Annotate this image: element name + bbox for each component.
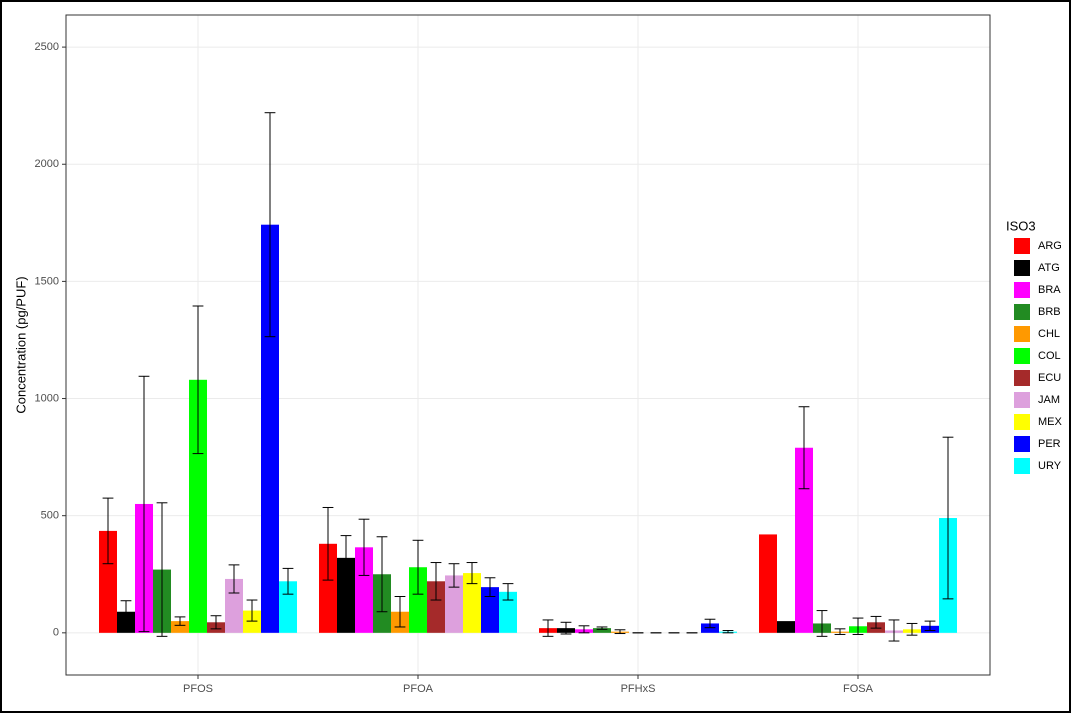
legend-label: BRA <box>1038 284 1061 296</box>
error-bar <box>502 583 514 601</box>
bar <box>427 581 445 633</box>
error-bar <box>264 112 276 338</box>
y-tick-label: 1500 <box>35 275 59 287</box>
bar <box>99 530 117 633</box>
error-bar <box>798 406 810 490</box>
error-bar <box>246 599 258 622</box>
y-tick-label: 500 <box>41 510 59 522</box>
bar <box>445 575 463 633</box>
legend-label: PER <box>1038 438 1061 450</box>
x-tick-label: PFOS <box>183 683 213 695</box>
legend-label: JAM <box>1038 394 1060 406</box>
bar <box>409 567 427 633</box>
error-bar <box>174 616 186 626</box>
bar <box>795 447 813 633</box>
error-bar <box>340 535 352 581</box>
error-bar <box>120 600 132 624</box>
error-bar <box>430 562 442 601</box>
bar <box>463 573 481 633</box>
legend-label: MEX <box>1038 416 1063 428</box>
bar <box>243 610 261 633</box>
error-bar <box>596 626 608 630</box>
error-bar <box>834 628 846 635</box>
x-tick-label: PFHxS <box>621 683 656 695</box>
bar <box>593 628 611 633</box>
bar <box>759 534 777 633</box>
bar <box>355 547 373 633</box>
error-bar <box>942 436 954 600</box>
bars <box>99 112 957 642</box>
error-bar <box>578 625 590 634</box>
error-bar <box>156 502 168 637</box>
legend-label: ATG <box>1038 262 1060 274</box>
bar <box>319 543 337 633</box>
legend-key <box>1014 260 1030 276</box>
error-bar <box>102 497 114 565</box>
legend-key <box>1014 348 1030 364</box>
legend-key <box>1014 282 1030 298</box>
bar <box>777 621 795 633</box>
bar <box>481 587 499 633</box>
legend-label: ARG <box>1038 240 1062 252</box>
legend-key <box>1014 326 1030 342</box>
legend-label: COL <box>1038 350 1061 362</box>
x-tick-label: FOSA <box>843 683 874 695</box>
error-bar <box>870 615 882 629</box>
error-bar <box>358 518 370 576</box>
panel-border <box>65 14 991 676</box>
error-bar <box>376 536 388 613</box>
error-bar <box>722 629 734 634</box>
bar <box>261 224 279 633</box>
error-bar <box>412 539 424 595</box>
error-bar <box>924 620 936 631</box>
error-bar <box>322 506 334 581</box>
y-tick-label: 1000 <box>35 392 59 404</box>
error-bar <box>228 564 240 594</box>
y-axis-title: Concentration (pg/PUF) <box>13 276 28 413</box>
error-bar <box>394 596 406 628</box>
x-tick-label: PFOA <box>403 683 434 695</box>
error-bar <box>466 562 478 585</box>
legend-label: BRB <box>1038 306 1061 318</box>
error-bar <box>542 619 554 637</box>
error-bar <box>138 375 150 633</box>
error-bar <box>484 577 496 598</box>
legend-key <box>1014 304 1030 320</box>
error-bar <box>210 615 222 630</box>
legend-key <box>1014 458 1030 474</box>
legend-label: CHL <box>1038 328 1060 340</box>
legend-key <box>1014 436 1030 452</box>
legend-key <box>1014 238 1030 254</box>
y-tick-label: 0 <box>53 627 59 639</box>
error-bar <box>560 621 572 635</box>
legend-key <box>1014 370 1030 386</box>
error-bar <box>704 618 716 629</box>
legend-label: URY <box>1038 460 1062 472</box>
bar <box>225 578 243 633</box>
legend-key <box>1014 392 1030 408</box>
error-bar <box>282 567 294 595</box>
error-bar <box>448 563 460 588</box>
y-tick-label: 2500 <box>35 41 59 53</box>
error-bar <box>192 305 204 455</box>
error-bar <box>816 610 828 637</box>
y-tick-label: 2000 <box>35 158 59 170</box>
legend-label: ECU <box>1038 372 1061 384</box>
bar <box>337 557 355 633</box>
error-bar <box>906 622 918 636</box>
legend-title: ISO3 <box>1006 218 1036 233</box>
error-bar <box>852 617 864 635</box>
bar <box>499 591 517 633</box>
legend-key <box>1014 414 1030 430</box>
error-bar <box>614 629 626 635</box>
bar <box>171 621 189 633</box>
error-bar <box>888 619 900 642</box>
bar <box>189 379 207 633</box>
